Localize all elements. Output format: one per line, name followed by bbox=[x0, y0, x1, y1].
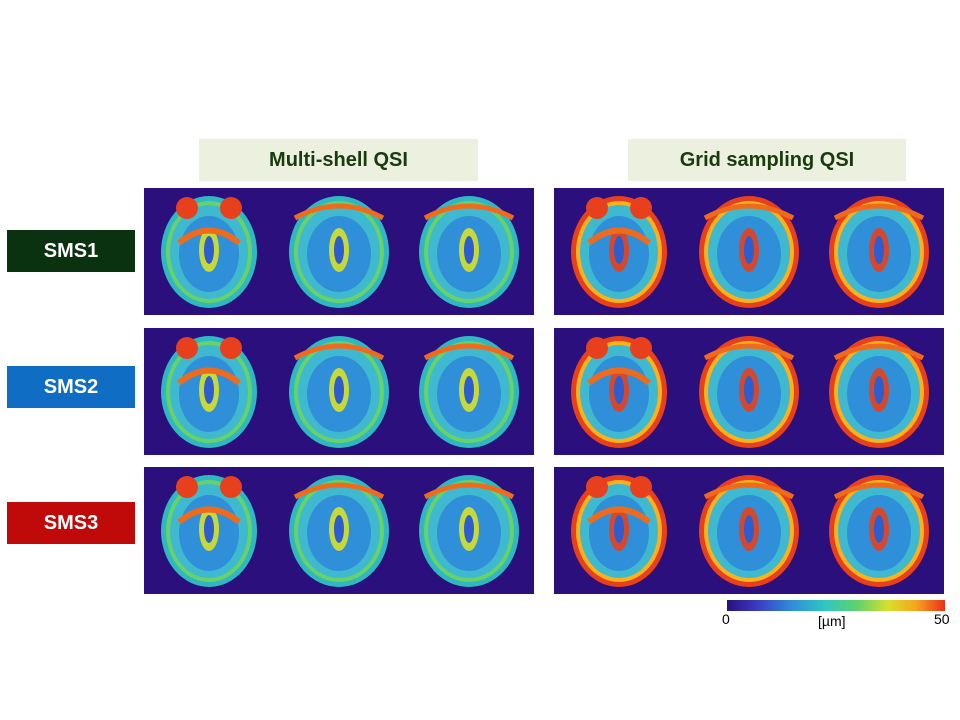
brain-slice-image bbox=[161, 336, 257, 448]
brain-slice-image bbox=[161, 475, 257, 587]
qsi-panel-multi-sms2 bbox=[144, 328, 534, 455]
row-label-sms1: SMS1 bbox=[7, 230, 135, 272]
row-label-sms3: SMS3 bbox=[7, 502, 135, 544]
brain-slice-image bbox=[289, 475, 389, 587]
brain-slice-image bbox=[419, 475, 519, 587]
brain-slice-image bbox=[699, 196, 799, 308]
colorbar-min-label: 0 bbox=[722, 611, 730, 627]
brain-slice-image bbox=[571, 336, 667, 448]
brain-slice-image bbox=[829, 336, 929, 448]
brain-slice-image bbox=[829, 196, 929, 308]
brain-slice-image bbox=[829, 475, 929, 587]
brain-slice-image bbox=[571, 196, 667, 308]
colorbar bbox=[727, 600, 945, 611]
brain-slice-image bbox=[571, 475, 667, 587]
header-grid-sampling: Grid sampling QSI bbox=[628, 139, 906, 181]
brain-slice-image bbox=[419, 336, 519, 448]
row-label-sms2: SMS2 bbox=[7, 366, 135, 408]
brain-slice-image bbox=[699, 475, 799, 587]
qsi-panel-grid-sms2 bbox=[554, 328, 944, 455]
qsi-panel-grid-sms3 bbox=[554, 467, 944, 594]
brain-slice-image bbox=[419, 196, 519, 308]
colorbar-unit-label: [µm] bbox=[818, 613, 846, 629]
colorbar-max-label: 50 bbox=[934, 611, 950, 627]
brain-slice-image bbox=[289, 196, 389, 308]
qsi-panel-multi-sms1 bbox=[144, 188, 534, 315]
brain-slice-image bbox=[699, 336, 799, 448]
qsi-panel-multi-sms3 bbox=[144, 467, 534, 594]
brain-slice-image bbox=[289, 336, 389, 448]
brain-slice-image bbox=[161, 196, 257, 308]
qsi-panel-grid-sms1 bbox=[554, 188, 944, 315]
header-multi-shell: Multi-shell QSI bbox=[199, 139, 478, 181]
